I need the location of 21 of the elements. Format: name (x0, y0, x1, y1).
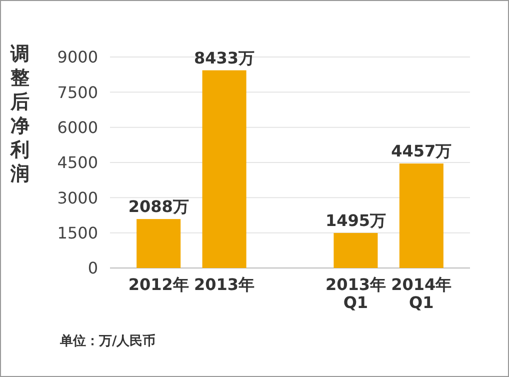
x-tick-label: 2014年 Q1 (391, 275, 452, 312)
y-tick-label: 3000 (57, 188, 98, 208)
data-label: 2088万 (128, 197, 189, 216)
x-tick-label: 2013年 (194, 275, 255, 294)
y-tick-label: 1500 (57, 223, 98, 242)
bar (202, 70, 246, 268)
bar (136, 219, 181, 268)
bar (334, 232, 378, 268)
y-axis-title: 调整后净利润 (10, 43, 30, 185)
y-tick-label: 0 (88, 258, 98, 278)
y-tick-label: 9000 (57, 48, 98, 67)
data-label: 1495万 (325, 210, 386, 230)
y-tick-label: 7500 (57, 82, 98, 102)
x-tick-label: 2012年 (128, 275, 189, 294)
x-tick-label: 2013年 Q1 (325, 275, 386, 312)
bar (399, 164, 444, 268)
y-tick-label: 6000 (57, 118, 98, 137)
y-tick-label: 4500 (57, 153, 98, 172)
data-label: 8433万 (194, 48, 255, 68)
data-label: 4457万 (391, 142, 452, 161)
text: 单位：万/人民币 (59, 333, 156, 349)
